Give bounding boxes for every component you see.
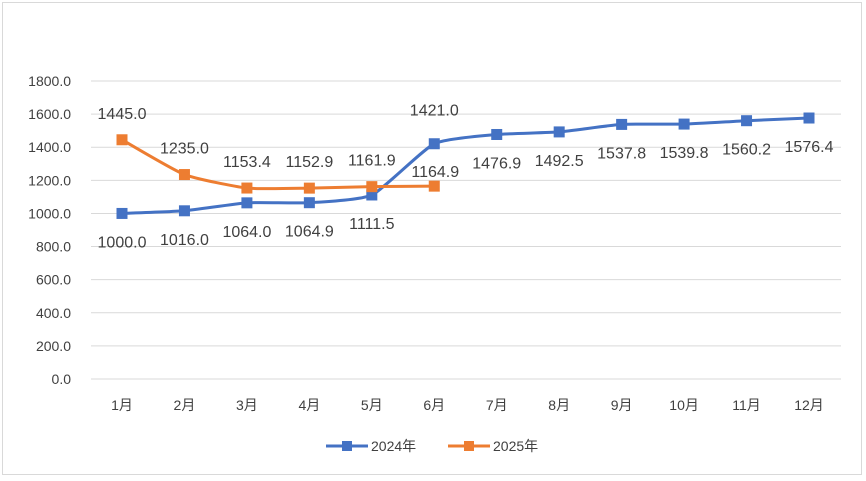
- y-tick-label: 1200.0: [28, 172, 71, 188]
- series-2025年: [116, 134, 440, 194]
- data-point-marker: [678, 118, 690, 130]
- data-label: 1164.9: [411, 164, 459, 181]
- data-label: 1492.5: [535, 153, 584, 170]
- x-tick-label: 4月: [298, 397, 320, 413]
- data-point-marker: [553, 126, 565, 138]
- x-tick-label: 1月: [111, 397, 133, 413]
- data-label: 1000.0: [98, 234, 147, 251]
- data-point-marker: [241, 197, 253, 209]
- y-tick-label: 600.0: [36, 272, 71, 288]
- data-point-marker: [116, 207, 128, 219]
- data-point-marker: [241, 182, 253, 194]
- data-point-marker: [803, 112, 815, 124]
- series-2024年: [116, 112, 815, 219]
- legend-marker: [342, 441, 352, 451]
- x-tick-label: 5月: [361, 397, 383, 413]
- x-tick-label: 6月: [423, 397, 445, 413]
- data-label: 1152.9: [285, 154, 333, 171]
- data-point-marker: [428, 180, 440, 192]
- series-group: [116, 112, 815, 219]
- data-label: 1560.2: [722, 142, 771, 159]
- legend-label: 2025年: [493, 438, 538, 454]
- x-tick-label: 7月: [486, 397, 508, 413]
- gridlines: [91, 80, 841, 380]
- y-tick-label: 1400.0: [28, 139, 71, 155]
- data-label: 1153.4: [223, 154, 271, 171]
- line-chart: 0.0 200.0 400.0 600.0 800.0 1000.0 1200.0 1400.…: [28, 73, 841, 454]
- y-axis-ticks: 0.0 200.0 400.0 600.0 800.0 1000.0 1200.0 1400.…: [28, 73, 71, 387]
- x-tick-label: 9月: [611, 397, 633, 413]
- x-axis-ticks: 1月 2月 3月 4月 5月 6月 7月 8月 9月 10月 11月 12月: [111, 397, 824, 413]
- x-tick-label: 11月: [732, 397, 761, 413]
- y-tick-label: 400.0: [36, 305, 71, 321]
- y-tick-label: 200.0: [36, 338, 71, 354]
- data-point-marker: [116, 134, 128, 146]
- data-label: 1576.4: [785, 139, 834, 156]
- data-label: 1476.9: [472, 155, 521, 172]
- data-point-marker: [491, 128, 503, 140]
- y-tick-label: 800.0: [36, 239, 71, 255]
- data-label: 1064.9: [285, 224, 334, 241]
- data-label: 1064.0: [222, 224, 271, 241]
- legend-item-2025年: 2025年: [448, 438, 538, 454]
- y-tick-label: 1800.0: [28, 73, 71, 89]
- data-label: 1235.0: [160, 141, 209, 158]
- data-point-marker: [366, 189, 378, 201]
- data-label: 1539.8: [660, 145, 709, 162]
- legend-label: 2024年: [371, 438, 416, 454]
- data-point-marker: [178, 169, 190, 181]
- data-point-marker: [741, 115, 753, 127]
- legend-item-2024年: 2024年: [326, 438, 416, 454]
- y-tick-label: 1600.0: [28, 106, 71, 122]
- y-tick-label: 1000.0: [28, 205, 71, 221]
- x-tick-label: 2月: [174, 397, 196, 413]
- legend: 2024年 2025年: [326, 438, 538, 454]
- data-point-marker: [303, 197, 315, 209]
- chart-frame: 0.0 200.0 400.0 600.0 800.0 1000.0 1200.0 1400.…: [2, 2, 862, 475]
- x-tick-label: 10月: [669, 397, 699, 413]
- x-tick-label: 3月: [236, 397, 258, 413]
- data-point-marker: [303, 182, 315, 194]
- data-label: 1537.8: [597, 145, 646, 162]
- data-label: 1111.5: [349, 216, 394, 233]
- data-point-marker: [428, 138, 440, 150]
- data-label: 1016.0: [160, 232, 209, 249]
- y-tick-label: 0.0: [52, 371, 72, 387]
- data-point-marker: [616, 118, 628, 130]
- legend-marker: [464, 441, 474, 451]
- data-labels: 1000.0 1016.0 1064.0 1064.9 1111.5 1421.0 1476…: [98, 103, 834, 252]
- data-label: 1161.9: [348, 153, 396, 170]
- x-tick-label: 12月: [794, 397, 824, 413]
- x-tick-label: 8月: [548, 397, 570, 413]
- data-label: 1445.0: [98, 106, 147, 123]
- data-label: 1421.0: [410, 103, 459, 120]
- data-point-marker: [366, 181, 378, 193]
- data-point-marker: [178, 205, 190, 217]
